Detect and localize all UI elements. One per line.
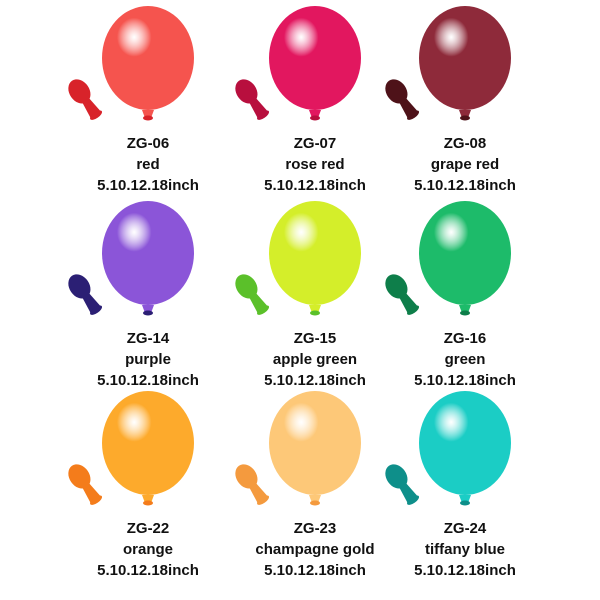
color-name: tiffany blue (424, 541, 505, 558)
deflated-balloon (68, 274, 103, 315)
size-options: 5.10.12.18inch (264, 562, 366, 579)
balloon-swatch: ZG-07 rose red 5.10.12.18inch (215, 0, 415, 200)
product-code: ZG-14 (126, 330, 170, 347)
inflated-balloon (269, 201, 361, 316)
inflated-balloon (269, 6, 361, 121)
balloon-image (385, 201, 511, 316)
deflated-balloon (68, 79, 103, 120)
inflated-balloon (102, 6, 194, 121)
size-options: 5.10.12.18inch (414, 177, 516, 194)
color-name: rose red (285, 156, 345, 173)
deflated-balloon (385, 79, 420, 120)
deflated-balloon (385, 464, 420, 505)
size-options: 5.10.12.18inch (97, 372, 199, 389)
deflated-balloon (235, 464, 270, 505)
balloon-swatch: ZG-16 green 5.10.12.18inch (365, 195, 565, 395)
inflated-balloon (269, 391, 361, 506)
balloon-swatch: ZG-23 champagne gold 5.10.12.18inch (215, 385, 415, 585)
color-name: green (444, 351, 486, 368)
product-code: ZG-22 (126, 520, 170, 537)
balloon-image (235, 6, 361, 121)
size-options: 5.10.12.18inch (414, 562, 516, 579)
balloon-swatch: ZG-08 grape red 5.10.12.18inch (365, 0, 565, 200)
balloon-swatch: ZG-24 tiffany blue 5.10.12.18inch (365, 385, 565, 585)
inflated-balloon (419, 391, 511, 506)
deflated-balloon (235, 79, 270, 120)
inflated-balloon (419, 201, 511, 316)
balloon-image (68, 391, 194, 506)
size-options: 5.10.12.18inch (97, 177, 199, 194)
product-code: ZG-07 (293, 135, 337, 152)
color-name: red (136, 156, 160, 173)
balloon-image (385, 6, 511, 121)
balloon-image (68, 201, 194, 316)
product-code: ZG-24 (443, 520, 487, 537)
color-name: purple (125, 351, 171, 368)
deflated-balloon (68, 464, 103, 505)
inflated-balloon (102, 391, 194, 506)
balloon-swatch: ZG-14 purple 5.10.12.18inch (48, 195, 248, 395)
size-options: 5.10.12.18inch (264, 177, 366, 194)
size-options: 5.10.12.18inch (264, 372, 366, 389)
color-name: orange (122, 541, 173, 558)
inflated-balloon (419, 6, 511, 121)
product-code: ZG-23 (293, 520, 337, 537)
balloon-image (385, 391, 511, 506)
size-options: 5.10.12.18inch (97, 562, 199, 579)
color-name: grape red (430, 156, 500, 173)
balloon-swatch: ZG-22 orange 5.10.12.18inch (48, 385, 248, 585)
inflated-balloon (102, 201, 194, 316)
product-code: ZG-16 (443, 330, 487, 347)
color-name: apple green (272, 351, 358, 368)
product-code: ZG-15 (293, 330, 337, 347)
balloon-image (235, 391, 361, 506)
balloon-swatch: ZG-15 apple green 5.10.12.18inch (215, 195, 415, 395)
color-name: champagne gold (255, 541, 375, 558)
product-code: ZG-08 (443, 135, 487, 152)
product-code: ZG-06 (126, 135, 170, 152)
balloon-image (68, 6, 194, 121)
balloon-swatch: ZG-06 red 5.10.12.18inch (48, 0, 248, 200)
balloon-image (235, 201, 361, 316)
size-options: 5.10.12.18inch (414, 372, 516, 389)
deflated-balloon (385, 274, 420, 315)
deflated-balloon (235, 274, 270, 315)
